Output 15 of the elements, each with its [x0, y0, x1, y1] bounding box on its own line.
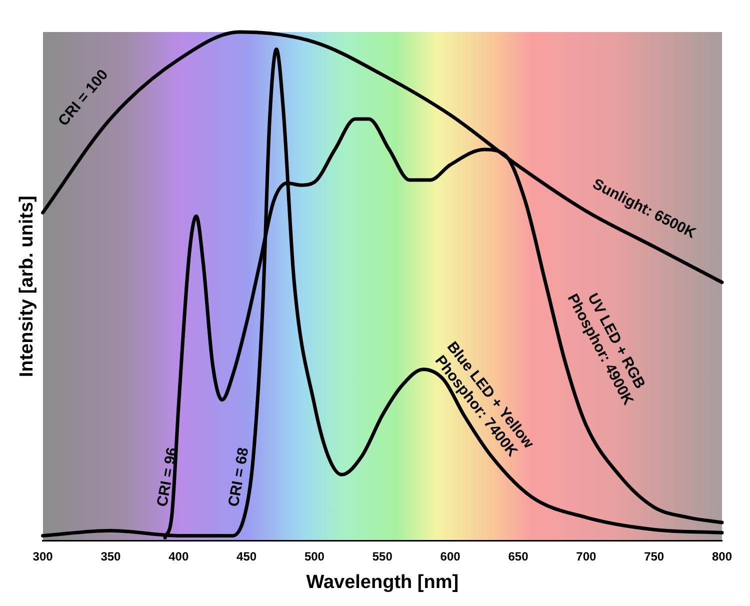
x-tick-label: 800 [712, 549, 732, 564]
x-tick-label: 700 [576, 549, 596, 564]
x-tick-label: 450 [236, 549, 257, 564]
x-tick-label: 300 [32, 549, 54, 564]
annotation: CRI = 68 [225, 446, 252, 508]
x-tick-label: 500 [304, 549, 325, 564]
y-axis-title: Intensity [arb. units] [16, 196, 38, 378]
x-tick-label: 550 [372, 549, 393, 564]
x-tick-label: 400 [168, 549, 189, 564]
annotation: CRI = 100 [54, 66, 112, 130]
x-tick-label: 750 [644, 549, 664, 564]
x-tick-label: 650 [508, 549, 529, 564]
x-tick-label: 350 [100, 549, 122, 564]
x-tick-label: 600 [440, 549, 461, 564]
x-axis-title: Wavelength [nm] [306, 572, 459, 593]
